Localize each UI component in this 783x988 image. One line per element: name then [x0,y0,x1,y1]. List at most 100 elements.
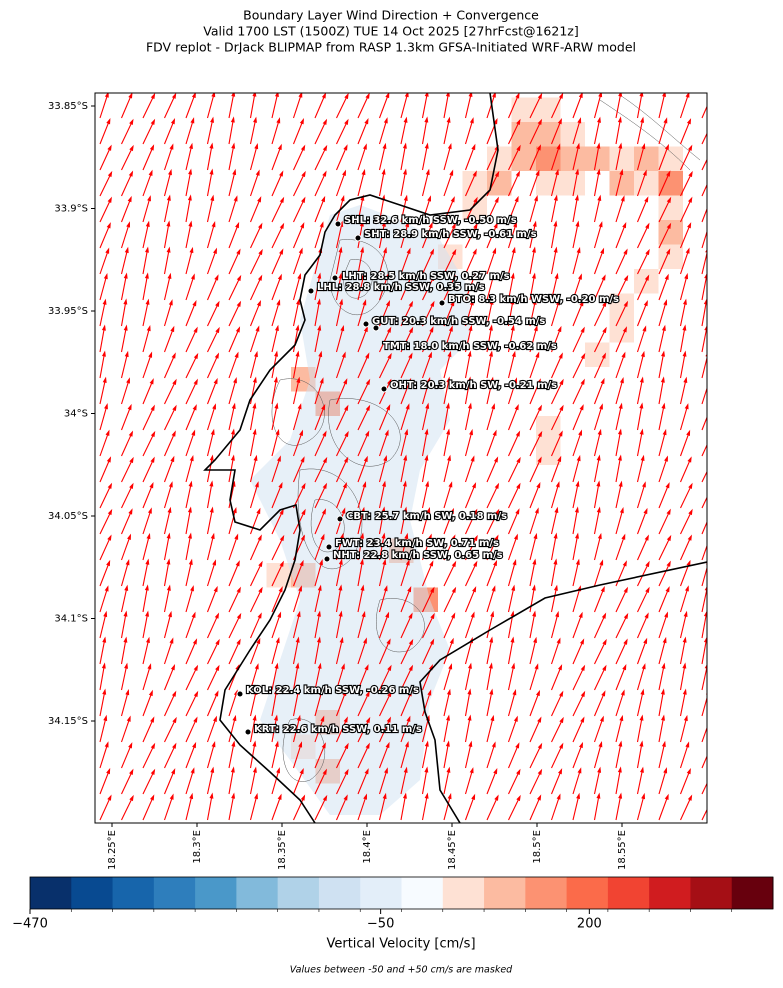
wind-arrow [292,587,302,613]
wind-arrow-head [575,532,579,539]
wind-arrow-head [643,507,648,515]
wind-arrow [335,664,345,691]
wind-arrow-head [320,533,325,540]
wind-arrow-head [532,298,537,305]
wind-arrow [357,196,364,223]
wind-arrow [572,222,579,249]
wind-arrow-head [299,118,304,125]
wind-arrow-head [214,612,220,619]
station-marker [244,728,252,736]
wind-arrow-head [189,454,194,462]
wind-arrow [572,639,584,665]
wind-arrow-head [279,222,285,230]
wind-arrow-head [467,662,472,669]
wind-arrow-head [580,690,586,698]
wind-arrow-head [537,404,542,411]
wind-arrow [249,664,259,691]
wind-arrow [529,248,536,275]
wind-arrow-head [322,456,328,464]
wind-arrow [443,768,450,795]
wind-arrow [163,769,175,795]
wind-arrow-head [446,116,451,123]
wind-arrow [207,666,220,691]
wind-arrow-head [450,300,455,307]
station-label: LHL: 28.8 km/h SSW, 0.35 m/s [317,282,485,293]
wind-arrow-head [168,610,172,618]
wind-arrow [207,328,220,353]
wind-arrow [486,612,494,639]
wind-arrow-head [230,454,235,461]
wind-arrow-head [147,507,152,514]
wind-arrow-head [531,272,536,279]
wind-arrow [615,716,623,743]
wind-arrow [120,405,132,431]
wind-arrow-head [445,402,450,409]
wind-arrow-head [493,222,498,229]
wind-arrow-head [580,664,586,672]
wind-arrow [121,146,134,171]
wind-arrow [314,300,321,327]
wind-arrow-head [600,585,605,593]
wind-arrow-head [492,429,497,437]
wind-arrow [163,560,170,587]
wind-arrow-head [511,246,516,254]
wind-arrow [658,690,665,717]
wind-arrow [400,561,410,587]
wind-arrow [271,145,282,171]
wind-arrow [550,769,562,795]
wind-arrow [120,248,129,275]
wind-arrow-head [579,638,585,645]
wind-arrow [400,768,408,795]
wind-arrow [422,302,435,327]
wind-arrow [464,638,473,665]
wind-arrow-head [682,298,687,305]
wind-arrow [99,510,112,535]
wind-arrow-head [407,274,413,281]
wind-arrow-head [144,584,149,591]
wind-arrow [185,560,193,587]
wind-arrow [357,769,369,795]
wind-arrow-head [427,689,432,696]
wind-arrow [529,638,537,665]
wind-arrow-head [623,638,628,645]
wind-arrow-head [451,222,456,229]
wind-arrow-head [661,350,665,357]
wind-arrow-head [359,558,364,565]
wind-arrow [206,768,214,795]
wind-arrow [679,664,686,691]
wind-arrow [228,144,235,171]
wind-arrow-head [575,480,580,487]
wind-arrow-head [231,740,236,747]
wind-arrow-head [124,662,128,669]
wind-arrow [250,588,263,613]
wind-arrow [121,796,134,821]
wind-arrow [529,326,538,353]
wind-arrow [120,197,132,223]
wind-arrow [593,354,606,379]
wind-arrow-head [408,326,414,334]
wind-arrow [400,144,407,171]
wind-arrow-head [252,428,257,435]
wind-arrow-head [601,352,606,359]
wind-arrow-head [513,377,518,384]
wind-arrow-head [209,454,214,461]
wind-arrow [636,327,647,353]
wind-arrow [421,561,434,587]
wind-arrow [593,430,602,457]
wind-arrow-head [123,272,128,279]
wind-arrow-head [685,741,690,748]
wind-arrow-head [317,662,322,669]
wind-arrow [701,355,707,379]
wind-arrow [185,666,198,691]
wind-arrow-head [342,689,347,697]
wind-arrow-head [385,300,391,307]
wind-arrow [400,534,408,561]
wind-arrow [529,222,537,249]
wind-arrow [335,274,342,301]
wind-arrow-head [192,300,197,307]
wind-arrow-head [707,716,711,722]
wind-arrow-head [210,428,215,436]
wind-arrow-head [252,402,257,409]
wind-arrow [658,613,668,639]
wind-arrow [163,432,176,457]
